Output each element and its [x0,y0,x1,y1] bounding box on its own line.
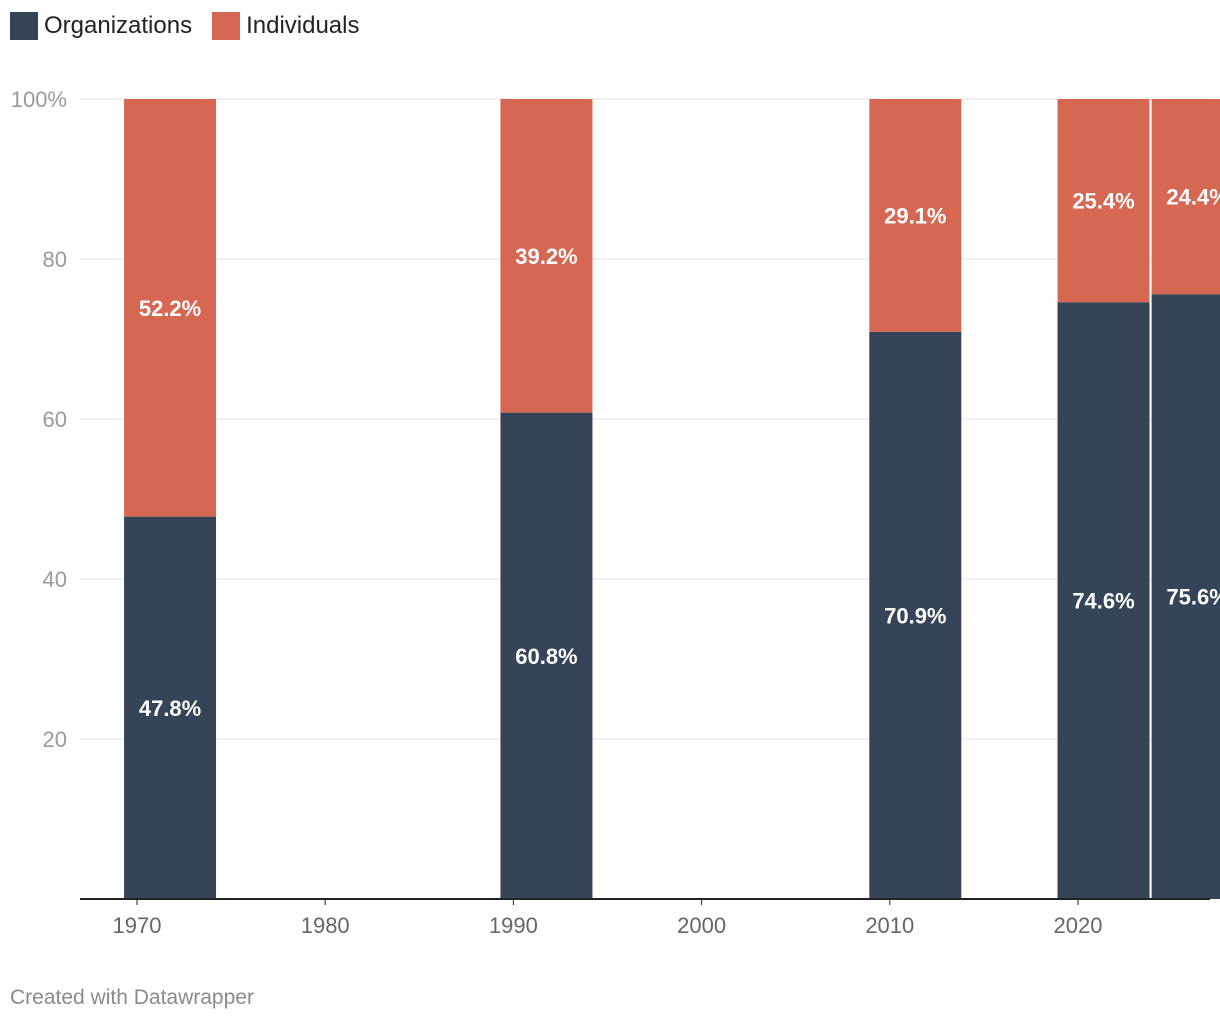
x-tick-label-1980: 1980 [301,913,350,938]
x-tick-label-1970: 1970 [113,913,162,938]
data-label-organizations-0: 47.8% [139,696,201,721]
bar-individuals-0 [124,99,217,517]
legend-swatch-individuals [212,12,241,40]
bar-organizations-3 [1057,302,1150,899]
y-tick-label-20: 20 [43,727,67,752]
data-label-individuals-4: 24.4% [1166,185,1220,210]
bar-organizations-2 [869,331,962,899]
legend-label-individuals: Individuals [246,12,360,39]
x-tick-label-1990: 1990 [489,913,538,938]
bar-individuals-2 [869,99,962,332]
data-label-individuals-1: 39.2% [515,244,577,269]
data-label-individuals-3: 25.4% [1072,189,1134,214]
bar-individuals-3 [1057,99,1150,303]
data-label-individuals-2: 29.1% [884,203,946,228]
data-label-organizations-2: 70.9% [884,603,946,628]
legend-swatch-organizations [10,12,38,40]
bar-organizations-4 [1151,294,1220,899]
legend-item-individuals: Individuals [212,12,359,40]
bar-individuals-1 [500,99,593,413]
y-tick-label-100: 100% [11,87,67,112]
legend: Organizations Individuals [10,12,379,40]
bar-organizations-0 [124,516,217,899]
legend-label-organizations: Organizations [44,12,193,39]
data-label-organizations-3: 74.6% [1072,589,1134,614]
x-tick-label-2000: 2000 [677,913,726,938]
bar-organizations-1 [500,412,593,899]
legend-item-organizations: Organizations [10,12,192,40]
footer-credit: Created with Datawrapper [10,986,254,1009]
y-tick-label-40: 40 [43,567,67,592]
data-label-organizations-4: 75.6% [1166,585,1220,610]
data-label-individuals-0: 52.2% [139,296,201,321]
data-label-organizations-1: 60.8% [515,644,577,669]
x-tick-label-2020: 2020 [1054,913,1103,938]
x-tick-label-2010: 2010 [865,913,914,938]
stacked-bar-chart: 100% 80 60 40 20 47.8% 52.2% 60.8% 39.2% 70.9% 29.… [11,87,1220,938]
bar-individuals-4 [1151,99,1220,295]
y-tick-label-80: 80 [43,247,67,272]
y-tick-label-60: 60 [43,407,67,432]
